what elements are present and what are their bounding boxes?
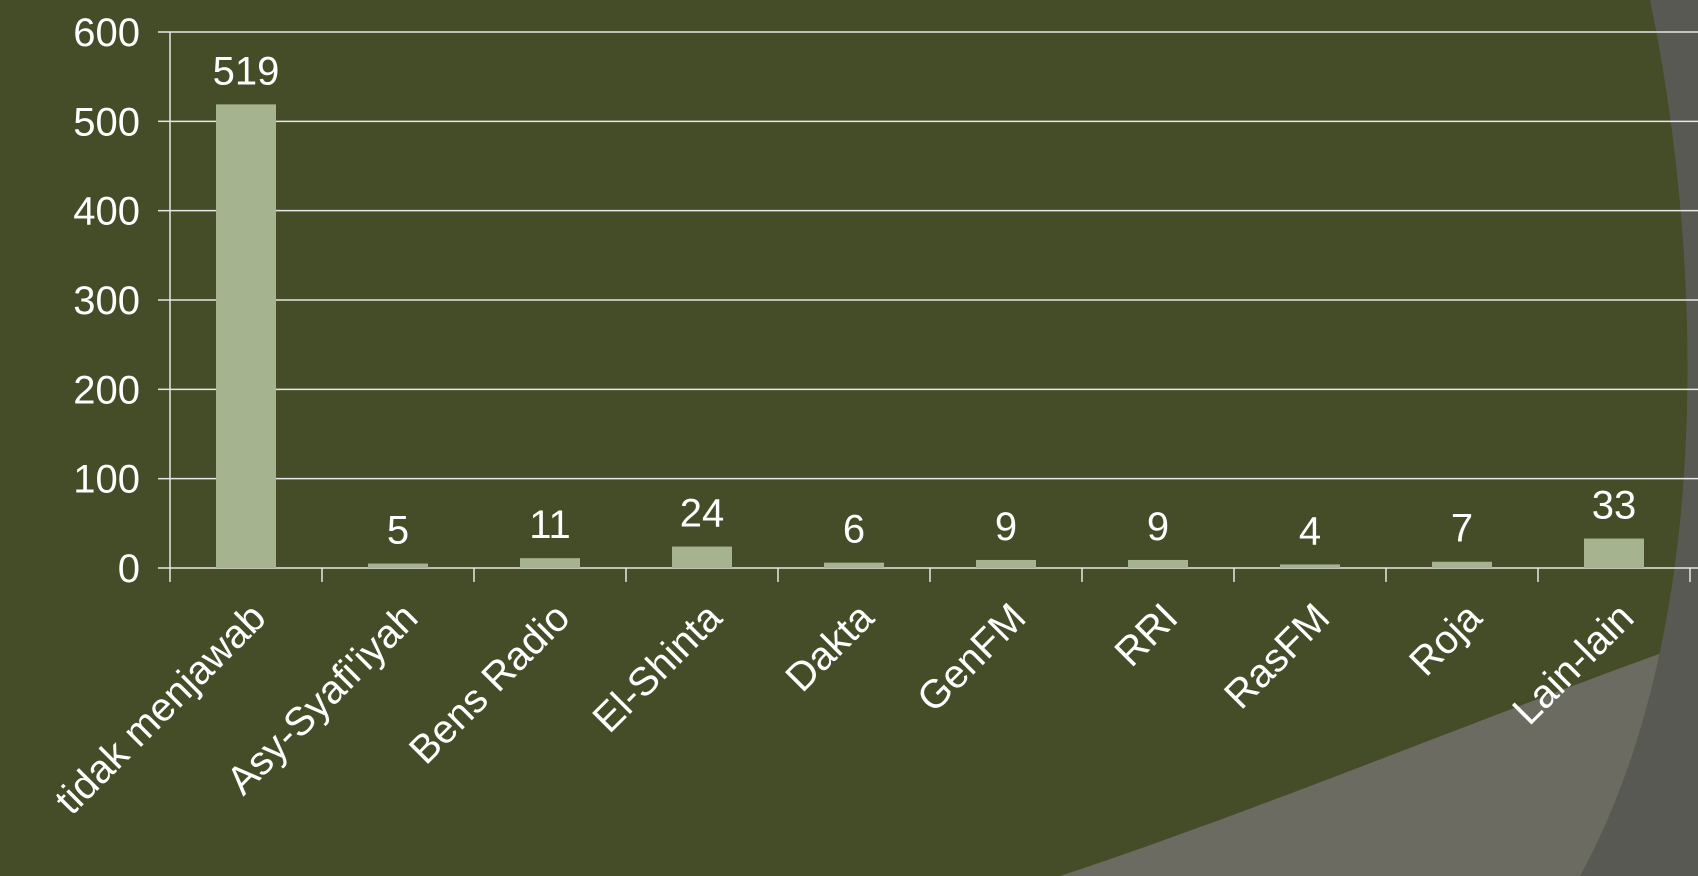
data-label: 9 <box>1147 505 1169 549</box>
y-tick-label: 300 <box>73 279 140 323</box>
bar <box>1128 559 1188 568</box>
bar <box>368 563 428 568</box>
data-label: 5 <box>387 509 409 553</box>
data-label: 6 <box>843 508 865 552</box>
background-decoration <box>1060 0 1698 876</box>
bar <box>672 546 732 568</box>
x-tick-label: Dakta <box>777 595 883 701</box>
bar <box>520 558 580 568</box>
data-labels: 519 5 11 24 6 9 9 4 7 33 <box>213 49 1637 553</box>
bar <box>1280 564 1340 568</box>
bar <box>824 562 884 568</box>
y-tick-label: 400 <box>73 190 140 234</box>
bar <box>976 559 1036 568</box>
data-label: 11 <box>529 503 571 547</box>
y-tick-label: 100 <box>73 458 140 502</box>
x-tick-label: GenFM <box>909 595 1034 720</box>
y-axis-tick-labels: 0 100 200 300 400 500 600 <box>73 11 140 591</box>
data-label: 24 <box>680 492 725 536</box>
data-label: 7 <box>1451 507 1473 551</box>
data-label: 519 <box>213 49 280 93</box>
data-label: 33 <box>1592 484 1637 528</box>
axes <box>158 31 1698 582</box>
decor-curve-dark <box>1580 0 1698 876</box>
y-tick-label: 600 <box>73 11 140 55</box>
x-tick-label: RRI <box>1107 595 1187 675</box>
decor-curve-light <box>1060 640 1698 876</box>
bar <box>1432 561 1492 568</box>
x-tick-label: RasFM <box>1216 595 1338 717</box>
x-tick-label: Bens Radio <box>401 595 578 772</box>
x-tick-label: Roja <box>1401 595 1491 685</box>
gridlines <box>170 31 1698 480</box>
y-tick-label: 0 <box>118 547 140 591</box>
bar <box>1584 538 1644 568</box>
data-label: 4 <box>1299 509 1321 553</box>
bar <box>216 104 276 569</box>
data-label: 9 <box>995 505 1017 549</box>
bars <box>216 104 1644 569</box>
y-tick-label: 200 <box>73 368 140 412</box>
x-tick-label: El-Shinta <box>584 595 730 741</box>
y-tick-label: 500 <box>73 100 140 144</box>
